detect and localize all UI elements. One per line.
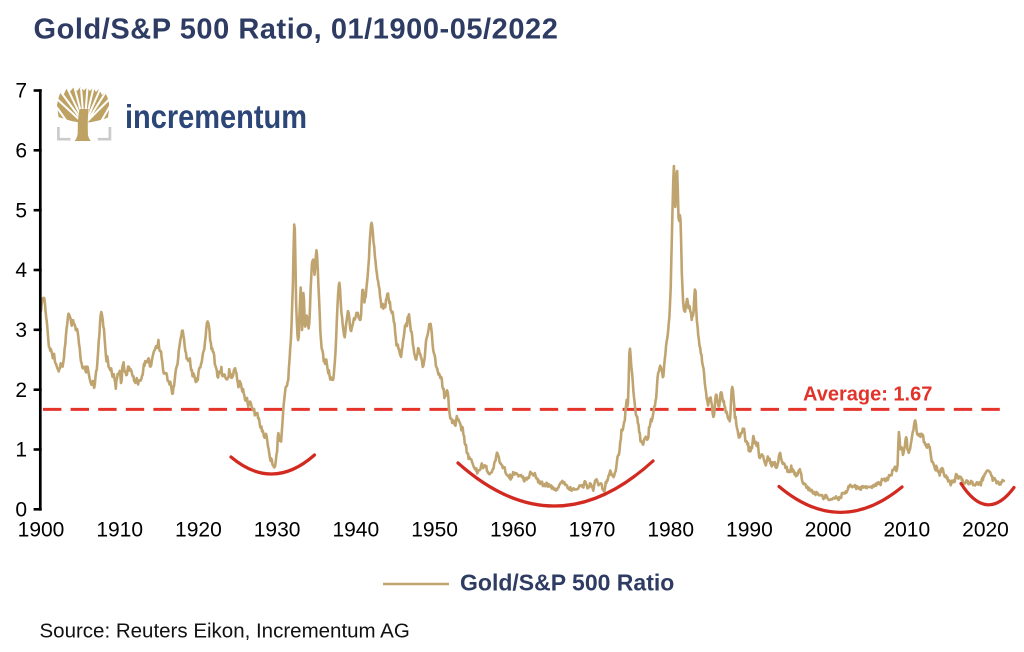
svg-text:1980: 1980 — [647, 519, 694, 542]
svg-text:1970: 1970 — [569, 519, 616, 542]
svg-text:2020: 2020 — [962, 519, 1009, 542]
svg-text:6: 6 — [15, 140, 27, 163]
svg-text:1: 1 — [15, 439, 27, 462]
svg-text:1910: 1910 — [96, 519, 143, 542]
svg-text:1950: 1950 — [411, 519, 458, 542]
svg-text:Average: 1.67: Average: 1.67 — [803, 384, 932, 406]
svg-text:1940: 1940 — [332, 519, 379, 542]
svg-text:Gold/S&P 500 Ratio: Gold/S&P 500 Ratio — [460, 570, 674, 596]
svg-text:1960: 1960 — [490, 519, 537, 542]
svg-text:incrementum: incrementum — [125, 98, 307, 135]
svg-text:1900: 1900 — [18, 519, 65, 542]
svg-text:1920: 1920 — [175, 519, 222, 542]
svg-text:0: 0 — [15, 499, 27, 522]
svg-text:4: 4 — [15, 259, 27, 282]
svg-text:7: 7 — [15, 80, 27, 103]
svg-text:2: 2 — [15, 379, 27, 402]
svg-text:2000: 2000 — [805, 519, 852, 542]
svg-text:Gold/S&P 500 Ratio, 01/1900-05: Gold/S&P 500 Ratio, 01/1900-05/2022 — [34, 14, 559, 46]
svg-text:3: 3 — [15, 319, 27, 342]
svg-text:Source: Reuters Eikon, Increme: Source: Reuters Eikon, Incrementum AG — [40, 620, 410, 643]
svg-text:5: 5 — [15, 199, 27, 222]
svg-text:1990: 1990 — [726, 519, 773, 542]
svg-text:1930: 1930 — [254, 519, 301, 542]
svg-text:2010: 2010 — [883, 519, 930, 542]
